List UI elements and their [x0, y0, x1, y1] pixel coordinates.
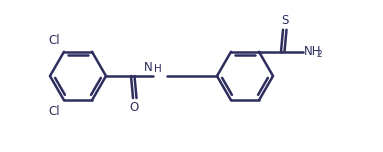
- Text: H: H: [154, 64, 162, 74]
- Text: Cl: Cl: [48, 34, 60, 47]
- Text: S: S: [281, 14, 288, 27]
- Text: 2: 2: [316, 50, 322, 59]
- Text: O: O: [130, 101, 139, 114]
- Text: NH: NH: [304, 45, 321, 58]
- Text: N: N: [144, 61, 153, 74]
- Text: Cl: Cl: [48, 105, 60, 118]
